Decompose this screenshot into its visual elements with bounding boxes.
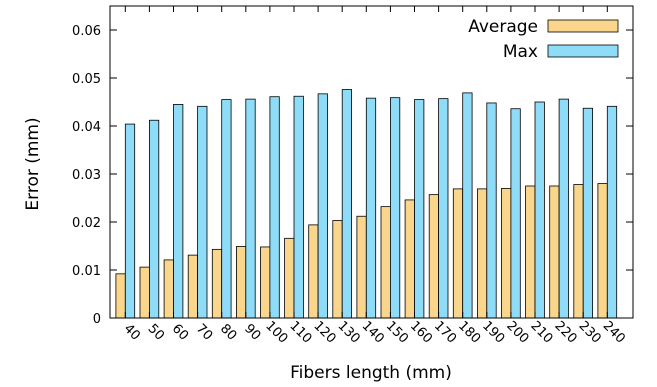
bar-max-200	[510, 108, 521, 319]
bar-max-150	[389, 97, 401, 319]
legend-swatch-max	[547, 44, 619, 58]
bar-max-110	[293, 95, 304, 319]
bar-average-180	[452, 188, 464, 319]
bar-average-120	[308, 224, 319, 319]
x-tick-label: 70	[193, 321, 215, 343]
x-tick-label: 50	[145, 321, 167, 343]
bar-max-230	[582, 107, 594, 319]
plot-marks	[115, 89, 618, 319]
bar-max-50	[148, 119, 160, 319]
y-tick-label: 0.05	[72, 72, 101, 87]
bar-average-140	[356, 215, 367, 319]
plot-frame	[109, 5, 634, 319]
x-tick-label: 90	[241, 321, 263, 343]
bar-max-120	[317, 93, 328, 319]
bar-average-70	[187, 254, 198, 319]
bar-average-170	[428, 194, 440, 319]
y-tick-label: 0.04	[72, 120, 101, 135]
x-axis-label: Fibers length (mm)	[290, 363, 452, 383]
x-tick-label: 230	[576, 318, 604, 346]
bar-average-220	[549, 185, 560, 319]
legend-label-average: Average	[468, 17, 538, 37]
x-tick-label: 210	[527, 318, 555, 346]
bar-max-160	[414, 99, 425, 319]
legend: Average Max	[468, 17, 619, 62]
y-tick-label: 0.02	[72, 216, 101, 231]
bar-average-40	[115, 273, 126, 319]
bar-average-50	[139, 266, 150, 319]
x-tick-label: 110	[286, 318, 314, 346]
x-tick-label: 240	[600, 318, 628, 346]
bar-average-200	[501, 187, 512, 319]
y-axis-label: Error (mm)	[23, 117, 43, 210]
x-tick-label: 130	[335, 318, 363, 346]
bar-max-180	[462, 92, 473, 319]
bar-average-90	[235, 246, 247, 319]
x-tick-label: 40	[121, 321, 143, 343]
x-tick-label: 140	[359, 318, 387, 346]
y-axis: 0 0.01 0.02 0.03 0.04 0.05 0.06	[72, 24, 633, 327]
x-tick-label: 200	[503, 318, 531, 346]
x-tick-label: 150	[383, 318, 411, 346]
y-tick-label: 0.01	[72, 264, 101, 279]
bar-average-230	[573, 184, 584, 319]
bar-average-80	[211, 248, 223, 319]
x-tick-label: 100	[262, 318, 290, 346]
bar-max-80	[221, 99, 232, 319]
bar-max-140	[365, 97, 377, 319]
x-tick-label: 120	[310, 318, 338, 346]
bar-average-190	[476, 188, 488, 319]
legend-label-max: Max	[503, 42, 538, 62]
bar-max-70	[197, 105, 208, 319]
x-tick-label: 60	[169, 321, 191, 343]
x-tick-label: 180	[455, 318, 483, 346]
legend-swatch-average	[547, 19, 619, 33]
bar-max-40	[124, 123, 136, 319]
bar-average-130	[332, 220, 343, 319]
y-tick-label: 0.06	[72, 24, 101, 39]
bar-average-240	[597, 183, 608, 319]
x-tick-label: 160	[407, 318, 435, 346]
bar-max-130	[341, 89, 353, 319]
bar-max-220	[558, 98, 569, 319]
bar-max-170	[438, 98, 449, 319]
bar-max-90	[245, 98, 256, 319]
x-tick-label: 170	[431, 318, 459, 346]
bar-max-60	[173, 104, 184, 319]
y-tick-label: 0.03	[72, 168, 101, 183]
bar-average-60	[163, 259, 174, 319]
bar-average-150	[380, 206, 391, 319]
x-tick-label: 80	[217, 321, 239, 343]
bar-max-210	[534, 101, 545, 319]
bar-average-110	[284, 237, 295, 319]
bar-max-100	[269, 96, 280, 319]
bar-average-160	[404, 199, 415, 319]
bar-max-190	[486, 102, 497, 319]
y-tick-label: 0	[93, 312, 101, 327]
bar-average-100	[260, 246, 271, 319]
bar-average-210	[525, 185, 536, 319]
x-tick-label: 190	[479, 318, 507, 346]
x-tick-label: 220	[551, 318, 579, 346]
bar-max-240	[606, 105, 618, 319]
